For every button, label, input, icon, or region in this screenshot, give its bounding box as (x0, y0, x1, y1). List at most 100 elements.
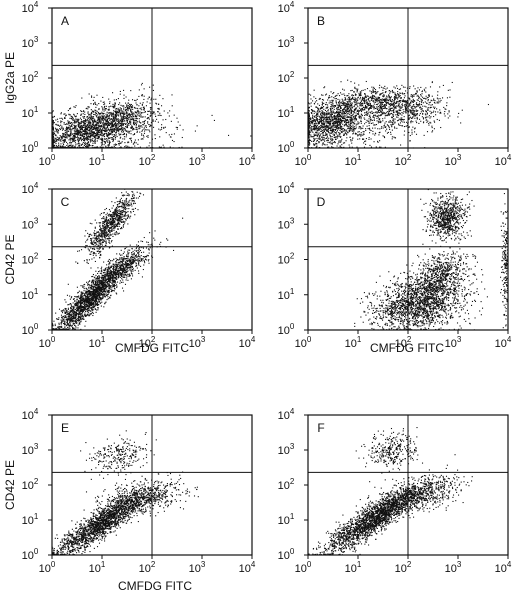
event-point (422, 113, 424, 115)
event-point (342, 115, 344, 117)
event-point (363, 99, 365, 101)
event-point (114, 102, 116, 104)
event-point (415, 109, 417, 111)
event-point (120, 127, 122, 129)
event-point (95, 129, 97, 131)
event-point (124, 127, 126, 129)
event-point (324, 114, 326, 116)
event-point (308, 135, 310, 137)
event-point (368, 122, 370, 124)
event-point (99, 128, 101, 131)
event-point (117, 125, 119, 127)
event-point (408, 131, 410, 134)
event-point (133, 133, 136, 135)
event-point (56, 128, 58, 130)
event-point (52, 141, 54, 143)
event-point (369, 129, 371, 131)
event-point (65, 131, 67, 133)
event-point (339, 115, 341, 117)
event-point (64, 135, 66, 137)
event-point (90, 121, 92, 124)
event-point (97, 135, 99, 137)
event-point (357, 134, 359, 136)
event-point (325, 102, 327, 104)
event-point (131, 112, 133, 115)
event-point (88, 106, 90, 108)
event-point (334, 123, 336, 125)
event-point (122, 105, 124, 107)
event-point (383, 107, 385, 109)
event-point (97, 128, 99, 130)
event-point (127, 110, 129, 112)
event-point (386, 108, 388, 110)
event-point (393, 96, 396, 98)
event-point (366, 101, 368, 103)
event-point (319, 107, 321, 109)
event-point (114, 118, 116, 120)
event-point (339, 123, 341, 125)
event-point (343, 103, 345, 105)
event-point (357, 106, 359, 108)
event-point (348, 106, 350, 108)
event-point (359, 109, 361, 112)
event-point (366, 119, 368, 121)
event-point (349, 101, 351, 103)
event-point (127, 122, 129, 125)
event-point (372, 130, 374, 132)
event-point (80, 134, 82, 136)
event-point (76, 143, 78, 145)
event-point (320, 117, 322, 119)
event-point (98, 136, 100, 138)
event-point (327, 104, 329, 106)
event-point (134, 99, 136, 101)
event-point (122, 116, 125, 119)
event-point (53, 140, 55, 142)
event-point (76, 128, 78, 130)
event-point (310, 109, 313, 111)
event-point (211, 114, 213, 116)
event-point (92, 124, 94, 126)
event-point (95, 123, 97, 125)
event-point (373, 103, 375, 105)
event-point (93, 136, 96, 138)
event-point (111, 122, 113, 124)
event-point (368, 100, 370, 102)
event-point (79, 125, 81, 127)
event-point (379, 101, 381, 103)
event-point (127, 131, 129, 133)
event-point (109, 123, 111, 125)
event-point (322, 125, 324, 128)
event-point (337, 101, 340, 104)
event-point (132, 106, 134, 108)
event-point (89, 135, 91, 137)
event-point (115, 116, 117, 118)
y-tick-label: 103 (22, 35, 39, 50)
event-point (55, 128, 57, 130)
event-point (327, 110, 329, 112)
event-point (90, 135, 92, 137)
event-point (105, 108, 107, 110)
event-point (84, 119, 87, 121)
event-point (95, 111, 97, 113)
event-point (108, 122, 110, 124)
event-point (64, 116, 66, 119)
event-point (379, 128, 381, 130)
event-point (147, 135, 149, 137)
event-point (339, 126, 341, 128)
y-tick-label: 104 (278, 0, 295, 15)
event-point (414, 113, 416, 115)
event-point (105, 124, 107, 126)
event-point (370, 91, 372, 93)
event-point (89, 123, 91, 125)
event-point (116, 110, 118, 112)
event-point (94, 142, 96, 144)
event-point (93, 126, 95, 128)
event-point (313, 123, 315, 125)
event-point (347, 108, 349, 110)
event-point (386, 98, 388, 100)
event-point (138, 115, 140, 117)
event-point (66, 128, 68, 131)
event-point (426, 102, 428, 104)
event-point (97, 111, 99, 114)
event-point (104, 131, 106, 133)
